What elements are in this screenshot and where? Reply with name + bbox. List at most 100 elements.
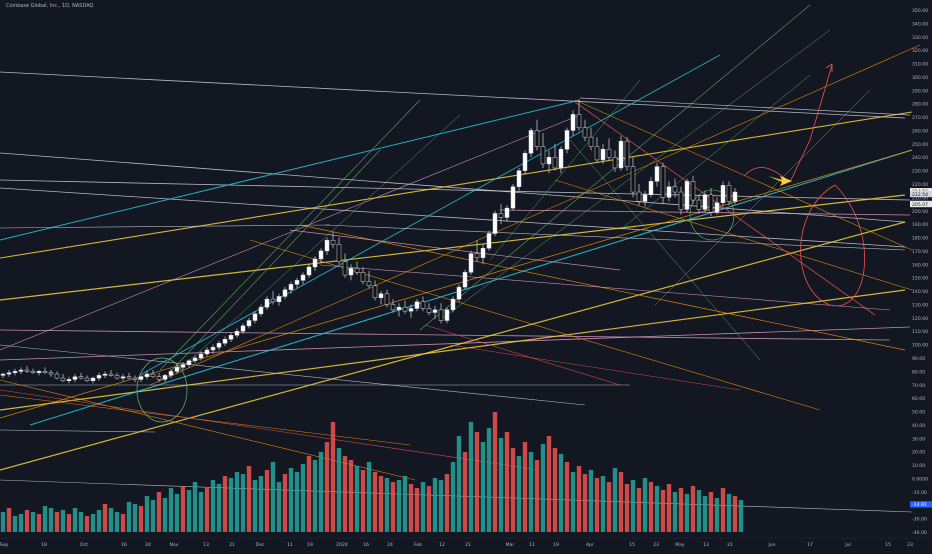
candle-body <box>216 343 222 348</box>
candle-body <box>468 253 474 273</box>
volume-bar <box>60 510 66 532</box>
candle-body <box>96 375 102 379</box>
candle-body <box>306 266 312 276</box>
volume-bar <box>414 488 420 532</box>
volume-bar <box>666 484 672 532</box>
y-tick-label: 240.00 <box>912 155 928 161</box>
x-tick-label: 12 <box>439 542 445 548</box>
candle-body <box>624 140 630 167</box>
trend-line <box>0 389 541 471</box>
volume-bar <box>474 432 480 532</box>
candle-body <box>138 376 144 380</box>
candle-body <box>222 339 228 344</box>
y-tick-label: 260.00 <box>912 128 928 134</box>
candle-body <box>684 181 690 210</box>
candle-body <box>558 148 564 169</box>
candle-body <box>462 272 468 288</box>
candle-body <box>264 298 270 308</box>
y-tick-label: 270.00 <box>912 115 928 121</box>
candle-body <box>396 306 402 311</box>
volume-bar <box>714 498 720 532</box>
trend-line <box>0 99 581 241</box>
candle-body <box>288 284 294 290</box>
y-tick-label: 200.00 <box>912 209 928 215</box>
x-tick-label: 2024 <box>336 542 348 548</box>
volume-bar <box>450 462 456 532</box>
volume-bar <box>594 478 600 532</box>
candle-body <box>390 304 396 311</box>
volume-bar <box>18 514 24 532</box>
volume-bar <box>534 460 540 532</box>
y-tick-label: 220.00 <box>912 182 928 188</box>
trend-line <box>0 344 586 406</box>
candle-body <box>726 185 732 202</box>
x-tick-label: May <box>675 542 685 548</box>
candle-body <box>402 306 408 312</box>
candle-body <box>528 130 534 154</box>
volume-bar <box>312 460 318 532</box>
volume-bar <box>48 508 54 532</box>
candle-body <box>534 130 540 147</box>
volume-bar <box>636 488 642 532</box>
volume-bar <box>642 478 648 532</box>
candle-body <box>156 376 162 380</box>
marker-ellipse <box>689 189 735 241</box>
volume-bar <box>408 484 414 532</box>
time-axis: Sep 18 Oct 16 24 Nov 13 21 Dec 11 19 2024 16 24 Feb 12 2… <box>0 537 932 548</box>
volume-bar <box>96 510 102 532</box>
volume-bar <box>324 442 330 532</box>
candle-body <box>198 353 204 359</box>
volume-bar <box>564 462 570 532</box>
volume-bar <box>234 472 240 532</box>
x-tick-label: Jun <box>767 542 775 548</box>
x-tick-label: Sep <box>0 542 8 548</box>
volume-bar <box>180 486 186 532</box>
candle-body <box>240 325 246 332</box>
trend-line <box>0 187 906 248</box>
volume-bar <box>270 462 276 532</box>
projection-arrowhead <box>825 63 833 72</box>
volume-bar <box>294 472 300 532</box>
candle-body <box>408 308 414 312</box>
volume-bar <box>672 492 678 532</box>
trend-line <box>169 149 381 373</box>
candle-body <box>0 373 6 376</box>
volume-bar <box>264 470 270 532</box>
candle-body <box>162 375 168 380</box>
volume-bar <box>732 496 738 532</box>
volume-bar <box>678 488 684 532</box>
y-tick-label: 100.00 <box>912 343 928 349</box>
x-tick-label: 16 <box>363 542 369 548</box>
volume-bar <box>174 494 180 532</box>
candlestick-series <box>0 99 738 384</box>
candle-body <box>570 114 576 131</box>
volume-bar <box>114 512 120 532</box>
trend-line <box>0 114 581 351</box>
y-tick-label: 310.00 <box>912 62 928 68</box>
x-tick-label: 21 <box>727 542 733 548</box>
candle-body <box>78 376 84 379</box>
trend-line <box>579 97 911 116</box>
candle-body <box>144 373 150 377</box>
y-tick-label: 110.00 <box>912 329 928 335</box>
volume-bar <box>522 442 528 532</box>
volume-bar <box>462 452 468 532</box>
y-tick-label: 50.00 <box>912 410 925 416</box>
candle-body <box>192 357 198 361</box>
volume-bar <box>168 488 174 532</box>
candle-body <box>438 309 444 321</box>
x-tick-label: 18 <box>41 542 47 548</box>
volume-bar <box>486 428 492 532</box>
candle-body <box>114 375 120 379</box>
candle-body <box>318 250 324 260</box>
candle-body <box>252 313 258 321</box>
candle-body <box>510 186 516 209</box>
trend-line <box>0 394 411 446</box>
trend-line <box>0 429 156 433</box>
candle-body <box>186 360 192 365</box>
candle-body <box>294 280 300 285</box>
trend-line <box>569 139 761 361</box>
candle-body <box>84 377 90 382</box>
